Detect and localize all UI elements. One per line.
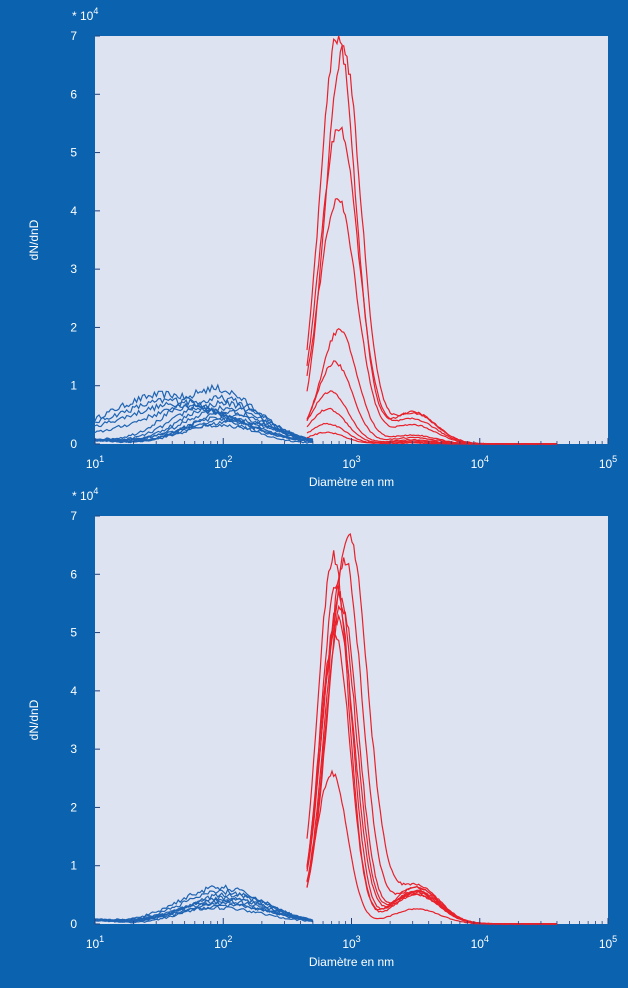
- blue-curve: [94, 895, 313, 923]
- x-tick-label: 105: [599, 934, 617, 951]
- x-tick-label: 102: [214, 454, 232, 471]
- y-axis-label-bottom: dN/dnD: [27, 699, 41, 740]
- x-axis-label-top: Diamètre en nm: [309, 475, 394, 489]
- y-multiplier-base-top: * 10: [72, 9, 94, 23]
- y-multiplier-top: * 104: [72, 6, 98, 23]
- blue-curve: [94, 905, 314, 923]
- blue-curve: [94, 404, 314, 443]
- y-tick-label: 0: [70, 437, 77, 451]
- red-curve: [306, 431, 558, 445]
- y-tick-label: 4: [70, 204, 77, 218]
- y-tick-label: 2: [70, 320, 77, 334]
- x-axis-ticks-bottom: 101 102 103 104 105: [86, 918, 617, 951]
- x-axis-ticks-top: 101 102 103 104 105: [86, 438, 617, 471]
- x-axis-label-bottom: Diamètre en nm: [309, 955, 394, 969]
- y-tick-label: 1: [70, 859, 77, 873]
- plot-area-top: [95, 36, 608, 444]
- y-tick-label: 1: [70, 379, 77, 393]
- x-tick-label: 104: [471, 454, 489, 471]
- y-tick-label: 5: [70, 626, 77, 640]
- y-tick-label: 0: [70, 917, 77, 931]
- blue-curve: [94, 903, 314, 923]
- y-tick-label: 4: [70, 684, 77, 698]
- y-multiplier-bottom: * 104: [72, 486, 98, 503]
- blue-curve: [94, 399, 313, 442]
- x-tick-label: 102: [214, 934, 232, 951]
- y-axis-ticks-bottom: 0 1 2 3 4 5 6 7: [70, 509, 100, 931]
- x-tick-label: 105: [599, 454, 617, 471]
- y-tick-label: 6: [70, 87, 77, 101]
- y-tick-label: 3: [70, 262, 77, 276]
- y-axis-label-top: dN/dnD: [27, 219, 41, 260]
- x-tick-label: 101: [86, 934, 104, 951]
- y-multiplier-base-bottom: * 10: [72, 489, 94, 503]
- y-multiplier-exp-top: 4: [93, 6, 98, 16]
- y-tick-label: 6: [70, 567, 77, 581]
- y-tick-label: 7: [70, 29, 77, 43]
- y-tick-label: 5: [70, 146, 77, 160]
- x-tick-label: 103: [342, 934, 360, 951]
- x-tick-label: 101: [86, 454, 104, 471]
- y-multiplier-exp-bottom: 4: [93, 486, 98, 496]
- blue-curve: [94, 423, 313, 443]
- y-axis-ticks-top: 0 1 2 3 4 5 6 7: [70, 29, 100, 451]
- x-tick-label: 104: [471, 934, 489, 951]
- curves-bottom: [94, 532, 558, 925]
- y-tick-label: 2: [70, 800, 77, 814]
- curves-top: [94, 35, 558, 445]
- x-tick-label: 103: [342, 454, 360, 471]
- red-curve: [306, 769, 558, 925]
- y-tick-label: 7: [70, 509, 77, 523]
- blue-curve: [94, 897, 314, 924]
- y-tick-label: 3: [70, 742, 77, 756]
